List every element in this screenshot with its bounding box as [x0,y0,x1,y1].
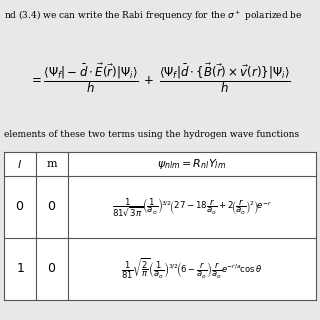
Text: nd (3.4) we can write the Rabi frequency for the $\sigma^+$ polarized be: nd (3.4) we can write the Rabi frequency… [4,8,303,22]
Text: $\psi_{nlm} = R_{nl}Y_{lm}$: $\psi_{nlm} = R_{nl}Y_{lm}$ [157,157,227,171]
Text: $1$: $1$ [16,262,24,276]
Text: $\dfrac{1}{81\sqrt{3\pi}}\left(\dfrac{1}{a_o}\right)^{\!3/2}\!\left(27 - 18\dfra: $\dfrac{1}{81\sqrt{3\pi}}\left(\dfrac{1}… [112,196,272,218]
Text: $0$: $0$ [47,262,57,276]
Text: $0$: $0$ [15,201,25,213]
Text: $l$: $l$ [18,158,22,170]
Text: elements of these two terms using the hydrogen wave functions: elements of these two terms using the hy… [4,130,299,139]
Bar [4,152,316,300]
Text: $0$: $0$ [47,201,57,213]
Text: m: m [47,159,57,169]
Text: $\dfrac{1}{81}\sqrt{\dfrac{2}{\pi}}\left(\dfrac{1}{a_o}\right)^{\!3/2}\!\left(6 : $\dfrac{1}{81}\sqrt{\dfrac{2}{\pi}}\left… [121,257,263,281]
Text: $= \dfrac{\langle \Psi_f | - \bar{d} \cdot \vec{E}(\vec{r}) | \Psi_i \rangle}{h}: $= \dfrac{\langle \Psi_f | - \bar{d} \cd… [29,61,291,95]
